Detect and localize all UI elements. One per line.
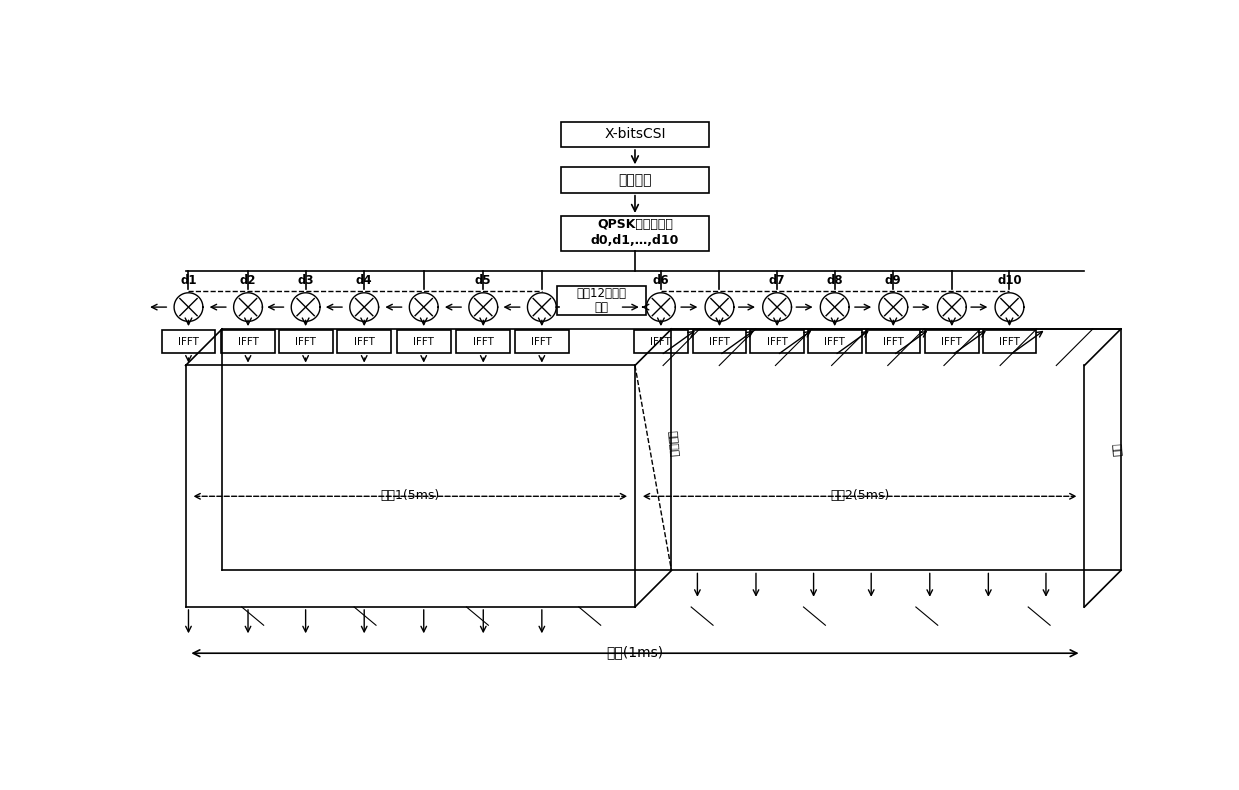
Bar	[634, 330, 688, 353]
Text: 时隙2(5ms): 时隙2(5ms)	[830, 488, 890, 502]
Text: IFFT: IFFT	[178, 337, 199, 347]
Bar	[456, 330, 510, 353]
Bar	[515, 330, 569, 353]
Text: 频域跳频: 频域跳频	[667, 430, 679, 457]
Text: IFFT: IFFT	[883, 337, 903, 347]
Bar	[866, 330, 921, 353]
Text: d3: d3	[297, 274, 313, 287]
Text: 信道编码: 信道编码	[618, 173, 652, 187]
Bar	[751, 330, 804, 353]
Bar	[337, 330, 392, 353]
Text: d7: d7	[769, 274, 786, 287]
Text: IFFT: IFFT	[650, 337, 672, 347]
Text: 长度12的正交: 长度12的正交	[576, 287, 627, 299]
Text: d6: d6	[653, 274, 669, 287]
Text: d1: d1	[180, 274, 197, 287]
Text: 序列: 序列	[595, 301, 608, 314]
Bar	[560, 122, 710, 147]
Text: IFFT: IFFT	[532, 337, 553, 347]
Text: d0,d1,…,d10: d0,d1,…,d10	[591, 235, 679, 247]
Text: IFFT: IFFT	[709, 337, 730, 347]
Bar	[926, 330, 979, 353]
Text: d8: d8	[826, 274, 843, 287]
Bar	[396, 330, 451, 353]
Bar	[560, 216, 710, 251]
Bar	[161, 330, 216, 353]
Text: IFFT: IFFT	[414, 337, 434, 347]
Text: IFFT: IFFT	[767, 337, 788, 347]
Bar	[560, 167, 710, 193]
Bar	[983, 330, 1036, 353]
Text: 时域(1ms): 时域(1ms)	[606, 645, 664, 659]
Text: 频域: 频域	[1110, 442, 1121, 457]
Bar	[221, 330, 275, 353]
Text: d5: d5	[475, 274, 492, 287]
Text: IFFT: IFFT	[999, 337, 1020, 347]
Text: IFFT: IFFT	[942, 337, 963, 347]
Text: 时隙1(5ms): 时隙1(5ms)	[380, 488, 440, 502]
Text: IFFT: IFFT	[354, 337, 374, 347]
Text: IFFT: IFFT	[824, 337, 845, 347]
Bar	[693, 330, 746, 353]
Text: IFFT: IFFT	[295, 337, 316, 347]
Text: QPSK调制及加扰: QPSK调制及加扰	[597, 219, 673, 231]
Text: d4: d4	[356, 274, 373, 287]
Bar	[558, 286, 646, 315]
Text: X-bitsCSI: X-bitsCSI	[605, 127, 665, 141]
Bar	[808, 330, 861, 353]
Text: IFFT: IFFT	[238, 337, 259, 347]
Bar	[279, 330, 332, 353]
Text: IFFT: IFFT	[473, 337, 493, 347]
Text: d10: d10	[997, 274, 1022, 287]
Text: d9: d9	[885, 274, 902, 287]
Text: d2: d2	[240, 274, 256, 287]
